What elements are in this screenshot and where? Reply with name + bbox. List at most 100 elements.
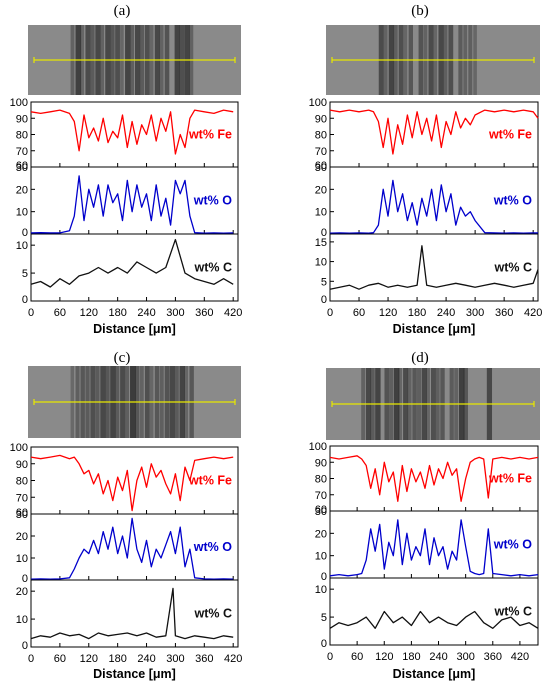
plot-frame [30,579,239,648]
series-line [30,454,234,512]
subplot-o: 0 10 20 30 wt% O [16,162,239,239]
y-tick-label: 70 [315,146,327,158]
y-tick-label: 10 [16,240,28,252]
series-line [30,109,234,155]
panel-label: (b) [411,3,429,19]
x-tick-label: 300 [456,651,474,663]
y-tick-label: 0 [22,227,28,239]
y-tick-label: 90 [16,459,28,471]
x-tick-label: 180 [402,651,420,663]
y-tick-label: 0 [22,640,28,652]
x-axis-label: Distance [μm] [93,667,176,681]
x-tick-label: 120 [80,307,98,319]
x-axis-label: Distance [μm] [393,667,476,681]
series-line [329,455,539,502]
y-tick-label: 90 [16,113,28,125]
series-line [30,587,234,640]
subplot-o: 0 10 20 30 wt% O [315,162,539,239]
subplot-fe: 60 70 80 90 100 wt% Fe [309,97,539,172]
y-tick-label: 0 [321,571,327,583]
x-tick-label: 180 [408,307,426,319]
panel-label: (c) [114,350,131,366]
panel-c: (c) 60 70 80 90 100 wt% Fe 0 10 20 30 wt% O 0 10 20 wt%… [10,350,243,681]
y-tick-label: 10 [315,207,327,219]
x-tick-label: 360 [495,307,513,319]
x-tick-label: 120 [375,651,393,663]
x-tick-label: 180 [108,307,126,319]
x-tick-label: 240 [137,653,155,665]
y-tick-label: 10 [315,584,327,596]
y-tick-label: 70 [315,490,327,502]
subplot-c: 0 5 10 wt% C [16,233,239,306]
x-tick-label: 300 [166,653,184,665]
subplot-fe: 60 70 80 90 100 wt% Fe [10,442,239,519]
y-tick-label: 5 [321,612,327,624]
y-tick-label: 30 [315,506,327,518]
series-line [30,517,234,580]
y-tick-label: 20 [315,528,327,540]
y-tick-label: 10 [16,207,28,219]
x-tick-label: 60 [351,651,363,663]
y-tick-label: 0 [321,227,327,239]
series-label: wt% Fe [188,474,232,488]
series-line [329,109,539,155]
y-tick-label: 10 [315,551,327,563]
x-tick-label: 420 [224,307,242,319]
y-tick-label: 80 [16,476,28,488]
plot-frame [30,233,239,302]
subplot-fe: 60 70 80 90 100 wt% Fe [10,97,239,172]
y-tick-label: 90 [315,457,327,469]
y-tick-label: 20 [16,531,28,543]
x-tick-label: 0 [28,653,34,665]
x-tick-label: 240 [437,307,455,319]
micrograph-image [326,368,540,440]
micrograph-image [326,25,540,95]
x-tick-label: 240 [137,307,155,319]
y-tick-label: 0 [22,573,28,585]
x-tick-label: 300 [166,307,184,319]
y-tick-label: 30 [16,509,28,521]
x-tick-label: 360 [195,307,213,319]
y-tick-label: 80 [16,130,28,142]
panel-label: (a) [114,3,131,19]
y-tick-label: 20 [16,184,28,196]
y-tick-label: 100 [10,442,28,454]
subplot-c: 0 5 10 wt% C [315,577,539,650]
plot-frame [329,233,539,302]
x-tick-label: 60 [54,653,66,665]
series-label: wt% Fe [188,128,232,142]
series-label: wt% O [493,538,532,552]
y-tick-label: 70 [16,146,28,158]
series-line [329,610,539,629]
y-tick-label: 0 [22,294,28,306]
y-tick-label: 10 [16,553,28,565]
y-tick-label: 10 [315,257,327,269]
y-tick-label: 100 [309,97,327,109]
y-tick-label: 60 [16,160,28,172]
x-tick-label: 300 [466,307,484,319]
y-tick-label: 15 [315,237,327,249]
y-tick-label: 5 [22,268,28,280]
subplot-c: 0 5 10 15 wt% C [315,233,539,306]
series-label: wt% C [194,261,233,275]
x-tick-label: 240 [429,651,447,663]
y-tick-label: 0 [321,294,327,306]
y-tick-label: 30 [315,162,327,174]
series-label: wt% Fe [488,128,532,142]
y-tick-label: 100 [309,441,327,453]
series-label: wt% C [494,605,533,619]
series-line [329,245,539,290]
y-tick-label: 100 [10,97,28,109]
x-tick-label: 120 [80,653,98,665]
y-tick-label: 60 [315,504,327,516]
series-label: wt% O [193,194,232,208]
x-tick-label: 420 [524,307,542,319]
y-tick-label: 20 [315,184,327,196]
y-tick-label: 70 [16,492,28,504]
x-tick-label: 180 [108,653,126,665]
y-tick-label: 5 [321,276,327,288]
y-tick-label: 60 [16,507,28,519]
series-line [329,179,538,234]
